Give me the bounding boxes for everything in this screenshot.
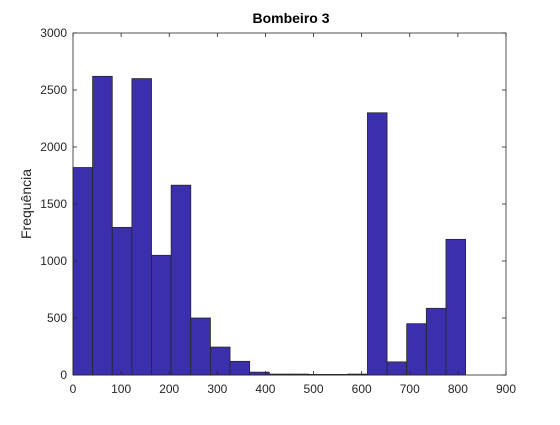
y-tick-label: 500	[47, 311, 67, 325]
histogram-bar	[190, 317, 211, 376]
histogram-bar	[92, 75, 113, 376]
x-tick-label: 500	[304, 382, 324, 396]
x-tick-label: 800	[448, 382, 468, 396]
histogram-bar	[406, 323, 427, 376]
x-tick-label: 600	[352, 382, 372, 396]
histogram-bar	[111, 226, 133, 376]
x-tick-label: 400	[255, 382, 275, 396]
histogram-bar	[367, 112, 388, 376]
histogram-bar	[151, 254, 172, 376]
histogram-bar	[445, 238, 466, 376]
x-tick-label: 700	[400, 382, 420, 396]
x-tick-label: 300	[207, 382, 227, 396]
histogram-bar	[131, 78, 152, 376]
axes-group: 0 100 200 300 400 500 600 700 800 900 0 500 1000 1500…	[40, 26, 516, 396]
histogram-bar	[72, 167, 94, 376]
y-tick-label: 2000	[40, 140, 67, 154]
x-tick-label: 0	[70, 382, 77, 396]
y-tick-label: 1000	[40, 254, 67, 268]
histogram-bar	[386, 361, 408, 376]
x-tick-label: 200	[159, 382, 179, 396]
chart-title: Bombeiro 3	[252, 10, 329, 26]
x-tick-label: 900	[496, 382, 516, 396]
y-tick-label: 1500	[40, 197, 67, 211]
y-tick-label: 2500	[40, 83, 67, 97]
x-tick-label: 100	[111, 382, 131, 396]
histogram-bar	[249, 371, 270, 376]
y-tick-label: 0	[60, 368, 67, 382]
y-axis-label: Frequência	[18, 169, 34, 239]
bars-group	[72, 75, 466, 376]
histogram-bar	[210, 346, 231, 376]
histogram-bar	[170, 184, 192, 376]
histogram-bar	[425, 307, 447, 376]
y-tick-label: 3000	[40, 26, 67, 40]
histogram-bar	[229, 360, 251, 376]
